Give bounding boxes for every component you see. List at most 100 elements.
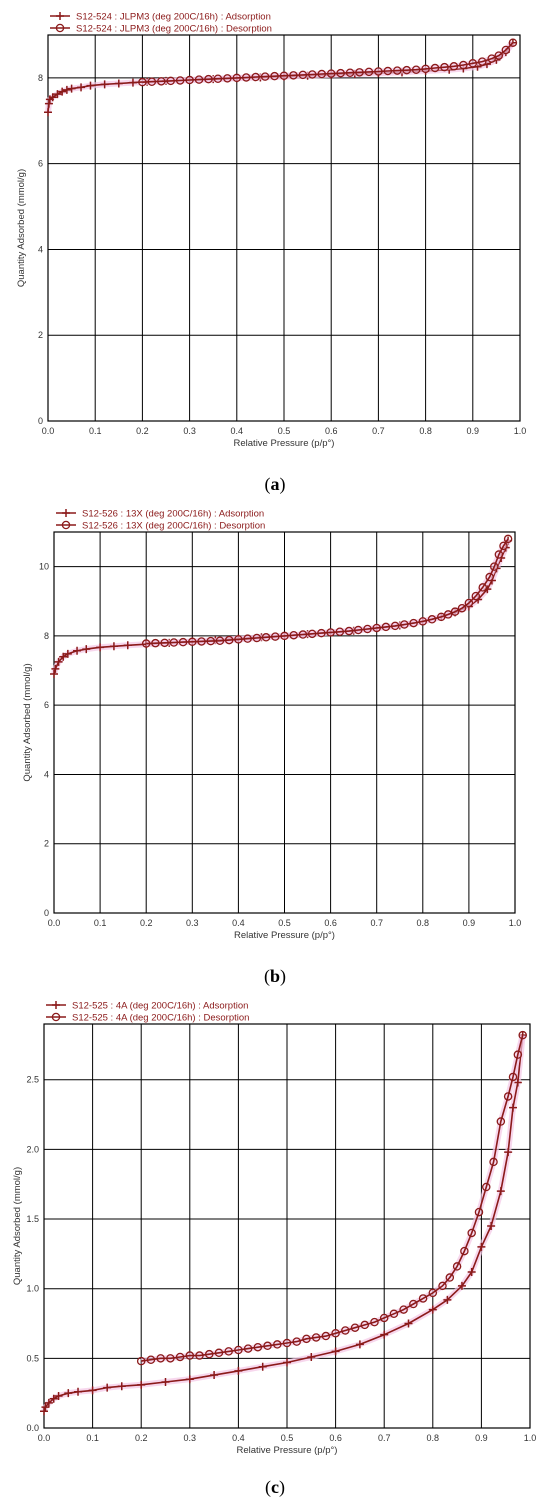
data-point	[185, 75, 194, 85]
data-point	[518, 1030, 527, 1040]
data-point	[404, 1319, 413, 1328]
data-point	[282, 1338, 292, 1348]
data-point	[344, 626, 354, 636]
data-point	[54, 657, 63, 666]
data-point	[445, 1273, 455, 1282]
data-point	[136, 1356, 146, 1366]
data-point	[103, 1383, 112, 1392]
data-point	[477, 1242, 486, 1251]
series-line	[43, 1035, 524, 1412]
legend-entry: S12-526 : 13X (deg 200C/16h) : Adsorptio…	[82, 509, 264, 520]
data-point	[508, 1103, 517, 1112]
data-point	[273, 1340, 282, 1349]
data-point	[74, 1387, 83, 1396]
y-tick-label: 2	[44, 839, 49, 849]
x-tick-label: 0.1	[86, 1433, 99, 1443]
x-tick-label: 0.7	[378, 1433, 391, 1443]
x-tick-label: 1.0	[509, 918, 522, 928]
data-point	[73, 646, 82, 655]
chart-c: 0.0 0.1 0.2 0.3 0.4 0.5 0.6 0.7 0.8 0.9 1.0 0.0 0.5 1…	[12, 1001, 536, 1499]
data-point	[326, 69, 336, 78]
data-point	[321, 1331, 331, 1341]
data-point	[251, 72, 260, 82]
data-point	[345, 68, 355, 77]
data-point	[449, 62, 459, 71]
data-point	[508, 38, 518, 47]
grid	[47, 35, 521, 422]
y-axis-label: Quantity Adsorbed (mmol/g)	[22, 663, 33, 781]
y-axis-label: Quantity Adsorbed (mmol/g)	[16, 169, 27, 287]
data-point	[96, 643, 105, 652]
data-point	[436, 612, 446, 622]
data-point	[383, 66, 393, 76]
data-point	[147, 77, 157, 86]
data-point	[252, 633, 262, 643]
series-halo	[51, 539, 511, 675]
series-line	[141, 1034, 524, 1362]
y-tick-label: 0	[38, 416, 43, 426]
data-point	[194, 75, 204, 84]
data-point	[496, 1117, 506, 1126]
data-point	[389, 1309, 399, 1319]
data-point	[156, 1354, 165, 1363]
data-point	[467, 1228, 476, 1238]
data-point	[178, 637, 188, 647]
data-point	[271, 632, 280, 641]
data-point	[151, 638, 160, 648]
data-point	[468, 59, 478, 68]
data-point	[234, 1366, 243, 1375]
x-tick-label: 0.2	[136, 426, 149, 436]
data-point	[279, 71, 289, 80]
data-point	[44, 108, 52, 117]
data-point	[355, 1340, 364, 1349]
caption-letter: a	[271, 474, 280, 494]
data-point	[487, 54, 496, 63]
data-point	[513, 1050, 523, 1059]
data-point	[331, 1347, 340, 1356]
data-point	[166, 1354, 175, 1363]
data-point	[457, 1281, 466, 1290]
data-point	[421, 64, 430, 74]
y-tick-label: 10	[39, 562, 49, 572]
data-point	[280, 631, 289, 641]
data-point	[311, 1333, 321, 1342]
data-point	[307, 1352, 316, 1361]
y-tick-label: 4	[44, 769, 49, 779]
legend-plus-marker	[56, 12, 64, 20]
y-tick-label: 2.5	[26, 1075, 39, 1085]
data-point	[114, 79, 123, 88]
data-point	[253, 1342, 263, 1352]
data-point	[452, 1262, 462, 1271]
data-point	[427, 615, 437, 624]
legend-plus-marker	[52, 1001, 60, 1009]
data-point	[169, 638, 179, 647]
data-point	[482, 1182, 491, 1192]
x-tick-label: 0.2	[140, 918, 153, 928]
data-point	[302, 1334, 311, 1344]
data-point	[241, 73, 251, 82]
data-point	[224, 1347, 233, 1356]
x-tick-label: 0.6	[325, 426, 338, 436]
x-tick-label: 1.0	[524, 1433, 537, 1443]
y-tick-label: 1.5	[26, 1214, 39, 1224]
x-tick-label: 0.7	[370, 918, 383, 928]
data-point	[215, 636, 225, 646]
data-point	[418, 1294, 428, 1303]
legend-entry: S12-526 : 13X (deg 200C/16h) : Desorptio…	[82, 521, 265, 532]
data-point	[243, 1344, 253, 1353]
data-point	[195, 1351, 204, 1360]
data-point	[49, 1394, 58, 1403]
legend-entry: S12-525 : 4A (deg 200C/16h) : Desorption	[72, 1013, 249, 1024]
data-point	[223, 74, 232, 83]
data-point	[379, 1313, 389, 1323]
data-point	[41, 1403, 50, 1412]
x-tick-label: 0.8	[417, 918, 430, 928]
data-point	[234, 1345, 243, 1355]
x-tick-label: 0.1	[94, 918, 107, 928]
data-point	[243, 634, 252, 643]
y-tick-label: 8	[44, 631, 49, 641]
data-point	[487, 1222, 496, 1230]
data-point	[258, 1362, 267, 1371]
data-point	[467, 1267, 476, 1276]
y-tick-label: 0.0	[26, 1423, 39, 1433]
